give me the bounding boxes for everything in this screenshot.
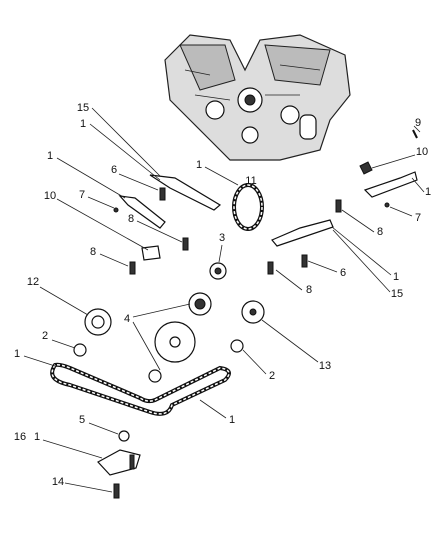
- callout-number: 1: [196, 159, 202, 171]
- callout-number: 6: [111, 164, 117, 176]
- callout-number: 1: [229, 414, 235, 426]
- callout-number: 16: [14, 431, 26, 443]
- callout-number: 14: [52, 476, 64, 488]
- callout-number: 8: [90, 246, 96, 258]
- callout-number: 4: [124, 313, 130, 325]
- callout-number: 6: [340, 267, 346, 279]
- callout-number: 1: [14, 348, 20, 360]
- callout-number: 7: [79, 189, 85, 201]
- callout-number: 1: [80, 118, 86, 130]
- engine: [164, 34, 351, 161]
- callout-number: 3: [219, 232, 225, 244]
- callout-number: 10: [44, 190, 56, 202]
- parts: [50, 129, 418, 499]
- callout-number: 8: [306, 284, 312, 296]
- callout-number: 2: [269, 370, 275, 382]
- callout-number: 1: [393, 271, 399, 283]
- callout-number: 9: [415, 117, 421, 129]
- leaders: [23, 107, 425, 493]
- callout-number: 15: [77, 102, 89, 114]
- callout-number: 5: [79, 414, 85, 426]
- callout-number: 1: [425, 186, 431, 198]
- callout-number: 2: [42, 330, 48, 342]
- callout-number: 1: [34, 431, 40, 443]
- callout-number: 13: [319, 360, 331, 372]
- callout-number: 1: [47, 150, 53, 162]
- callout-number: 10: [416, 146, 428, 158]
- callout-number: 15: [391, 288, 403, 300]
- callout-number: 11: [245, 175, 256, 187]
- callout-number: 7: [415, 212, 421, 224]
- callout-number: 8: [377, 226, 383, 238]
- callout-number: 12: [27, 276, 39, 288]
- callout-number: 8: [128, 213, 134, 225]
